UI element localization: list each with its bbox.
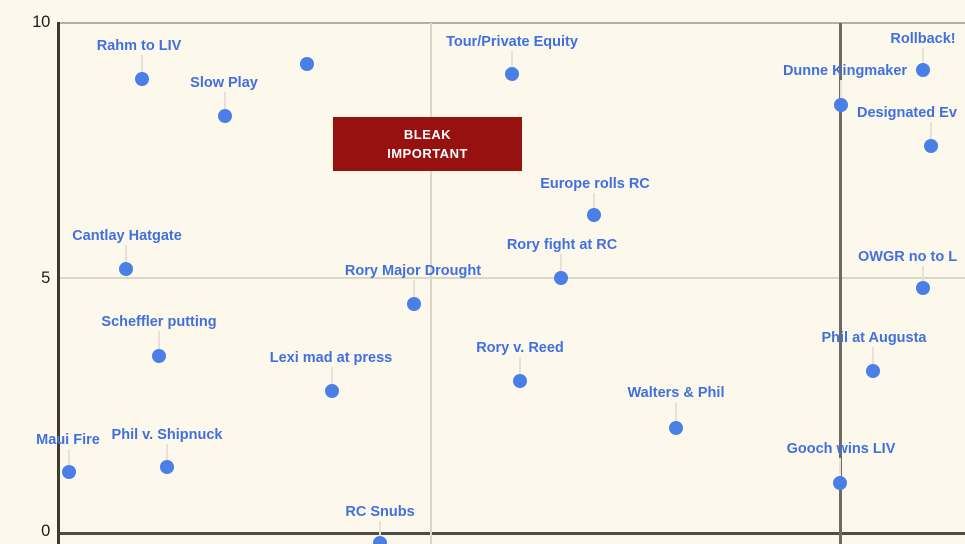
data-point-scheffler-putting[interactable]	[152, 349, 166, 363]
point-label: Rahm to LIV	[96, 38, 182, 54]
point-leader-line	[839, 458, 841, 483]
point-leader-line	[158, 331, 160, 356]
data-point-rory-fight-at-rc[interactable]	[554, 271, 568, 285]
point-label: Dunne Kingmaker	[782, 63, 908, 79]
gridline-y5	[58, 277, 965, 279]
point-leader-line	[922, 266, 924, 288]
point-label: Scheffler putting	[101, 314, 217, 330]
point-label: Phil at Augusta	[821, 330, 927, 346]
gridline-x-right	[839, 23, 842, 544]
point-label: Lexi mad at press	[269, 350, 393, 366]
point-leader-line	[560, 254, 562, 278]
point-label: Maui Fire	[36, 432, 100, 448]
data-point-tour-private-equity[interactable]	[505, 67, 519, 81]
point-leader-line	[331, 367, 333, 391]
point-leader-line	[224, 92, 226, 116]
point-label: Cantlay Hatgate	[72, 228, 182, 244]
point-label: RC Snubs	[345, 504, 415, 520]
point-label: Gooch wins LIV	[786, 441, 896, 457]
overlay-line-1: BLEAK	[403, 127, 452, 142]
gridline-x-middle	[430, 23, 432, 544]
point-leader-line	[511, 51, 513, 74]
overlay-line-2: IMPORTANT	[387, 146, 468, 161]
data-point-rahm-to-liv[interactable]	[135, 72, 149, 86]
data-point-rc-snubs[interactable]	[373, 536, 387, 544]
data-point-europe-rolls-rc[interactable]	[587, 208, 601, 222]
data-point-rory-v-reed[interactable]	[513, 374, 527, 388]
data-point-phil-v-shipnuck[interactable]	[160, 460, 174, 474]
bleak-important-overlay-label: BLEAK IMPORTANT	[333, 117, 522, 171]
gridline-y10	[58, 22, 965, 24]
point-leader-line	[68, 449, 70, 472]
point-label: Rory Major Drought	[344, 263, 482, 279]
data-point-rollback[interactable]	[916, 63, 930, 77]
y-axis-tick-label: 10	[32, 13, 50, 32]
x-axis-line	[58, 532, 965, 535]
point-leader-line	[593, 193, 595, 215]
point-leader-line	[930, 122, 932, 146]
point-label: Rory v. Reed	[476, 340, 564, 356]
data-point-designated-ev[interactable]	[924, 139, 938, 153]
point-label: Phil v. Shipnuck	[111, 427, 223, 443]
point-leader-line	[379, 521, 381, 543]
data-point-owgr-no-to-l[interactable]	[916, 281, 930, 295]
point-leader-line	[141, 55, 143, 79]
data-point-dunne-kingmaker[interactable]	[834, 98, 848, 112]
y-axis-line	[57, 22, 60, 544]
point-label: Tour/Private Equity	[446, 34, 578, 50]
point-leader-line	[125, 245, 127, 269]
point-leader-line	[675, 402, 677, 428]
data-point[interactable]	[300, 57, 314, 71]
data-point-rory-major-drought[interactable]	[407, 297, 421, 311]
y-axis-tick-label: 5	[41, 269, 50, 288]
y-axis-tick-label: 0	[41, 522, 50, 541]
data-point-lexi-mad-at-press[interactable]	[325, 384, 339, 398]
point-label: OWGR no to L	[858, 249, 958, 265]
point-leader-line	[922, 48, 924, 70]
point-label: Rollback!	[890, 31, 956, 47]
point-label: Rory fight at RC	[506, 237, 618, 253]
point-label: Slow Play	[190, 75, 258, 91]
point-leader-line	[872, 347, 874, 371]
point-leader-line	[166, 444, 168, 467]
data-point-gooch-wins-liv[interactable]	[833, 476, 847, 490]
data-point-slow-play[interactable]	[218, 109, 232, 123]
point-leader-line	[519, 357, 521, 381]
point-leader-line	[840, 80, 842, 105]
data-point-cantlay-hatgate[interactable]	[119, 262, 133, 276]
point-label: Designated Ev	[857, 105, 957, 121]
data-point-maui-fire[interactable]	[62, 465, 76, 479]
point-leader-line	[413, 280, 415, 304]
point-label: Walters & Phil	[627, 385, 725, 401]
point-label: Europe rolls RC	[540, 176, 650, 192]
data-point-walters-phil[interactable]	[669, 421, 683, 435]
data-point-phil-at-augusta[interactable]	[866, 364, 880, 378]
